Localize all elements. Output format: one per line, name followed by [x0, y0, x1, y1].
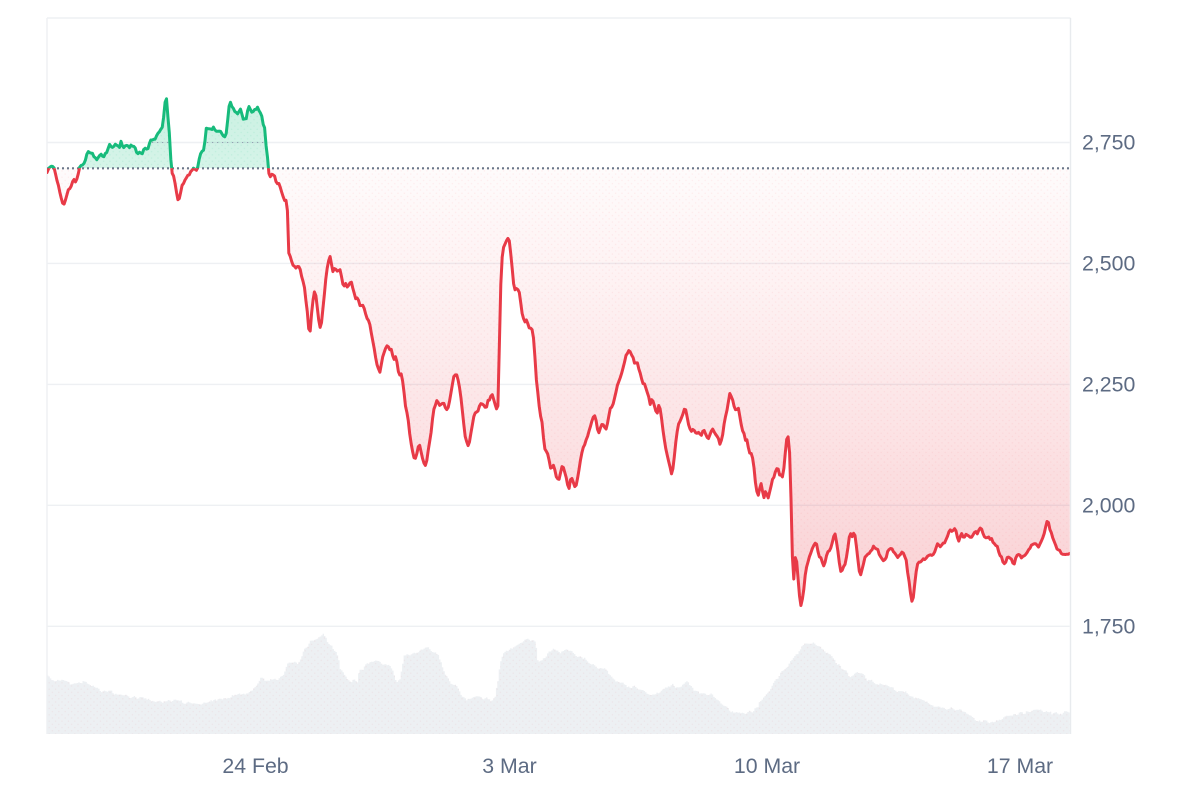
svg-text:2,750: 2,750 [1082, 131, 1135, 155]
svg-text:1,750: 1,750 [1082, 615, 1135, 639]
svg-text:17 Mar: 17 Mar [987, 754, 1053, 778]
svg-text:2,250: 2,250 [1082, 373, 1135, 397]
svg-text:24 Feb: 24 Feb [222, 754, 288, 778]
svg-text:10 Mar: 10 Mar [734, 754, 800, 778]
svg-text:3 Mar: 3 Mar [482, 754, 536, 778]
svg-text:2,000: 2,000 [1082, 494, 1135, 518]
svg-text:2,500: 2,500 [1082, 252, 1135, 276]
